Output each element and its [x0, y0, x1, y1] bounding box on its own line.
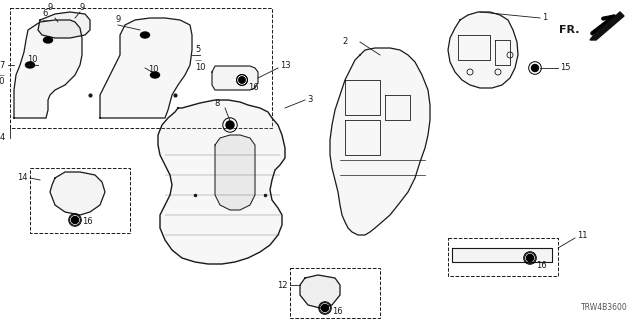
Ellipse shape — [150, 72, 159, 78]
Text: FR.: FR. — [559, 25, 580, 35]
Text: TRW4B3600: TRW4B3600 — [581, 303, 628, 312]
Circle shape — [321, 305, 328, 311]
Text: 1: 1 — [542, 13, 547, 22]
Polygon shape — [590, 12, 624, 40]
Text: 2: 2 — [343, 37, 348, 46]
Text: 11: 11 — [577, 231, 588, 241]
Polygon shape — [300, 275, 340, 308]
Polygon shape — [448, 12, 518, 88]
Text: 10: 10 — [0, 77, 5, 86]
Circle shape — [531, 65, 538, 71]
Text: 7: 7 — [0, 60, 5, 69]
Text: 16: 16 — [536, 260, 547, 269]
Circle shape — [239, 77, 245, 83]
Polygon shape — [452, 248, 552, 262]
Text: 6: 6 — [42, 10, 47, 19]
Polygon shape — [14, 20, 82, 118]
Text: —: — — [42, 17, 49, 23]
Text: —: — — [0, 72, 5, 78]
Circle shape — [72, 217, 79, 223]
Text: 12: 12 — [278, 281, 288, 290]
Text: 16: 16 — [332, 308, 342, 316]
Text: 10: 10 — [28, 55, 38, 65]
Polygon shape — [158, 100, 285, 264]
Text: 16: 16 — [82, 218, 93, 227]
Polygon shape — [50, 172, 105, 215]
Circle shape — [72, 217, 78, 223]
Text: —: — — [195, 57, 202, 63]
Text: 9: 9 — [115, 15, 120, 25]
Text: 14: 14 — [17, 173, 28, 182]
Text: 10: 10 — [195, 63, 205, 73]
Polygon shape — [330, 48, 430, 235]
Text: 15: 15 — [560, 63, 570, 73]
Text: 9: 9 — [80, 4, 85, 12]
Circle shape — [527, 255, 533, 261]
Polygon shape — [212, 66, 258, 90]
Text: 8: 8 — [214, 100, 220, 108]
Circle shape — [322, 305, 328, 311]
Text: 10: 10 — [148, 66, 159, 75]
Text: 16: 16 — [248, 84, 259, 92]
Text: 3: 3 — [307, 95, 312, 105]
Ellipse shape — [26, 62, 35, 68]
Circle shape — [226, 121, 234, 129]
Text: 13: 13 — [280, 60, 291, 69]
Polygon shape — [215, 135, 255, 210]
Text: 5: 5 — [195, 45, 200, 54]
Polygon shape — [38, 12, 90, 38]
Circle shape — [239, 77, 245, 83]
Ellipse shape — [141, 32, 150, 38]
Text: 9: 9 — [48, 4, 53, 12]
Polygon shape — [100, 18, 192, 118]
Ellipse shape — [44, 37, 52, 43]
Text: 4: 4 — [0, 133, 5, 142]
Circle shape — [527, 254, 534, 261]
